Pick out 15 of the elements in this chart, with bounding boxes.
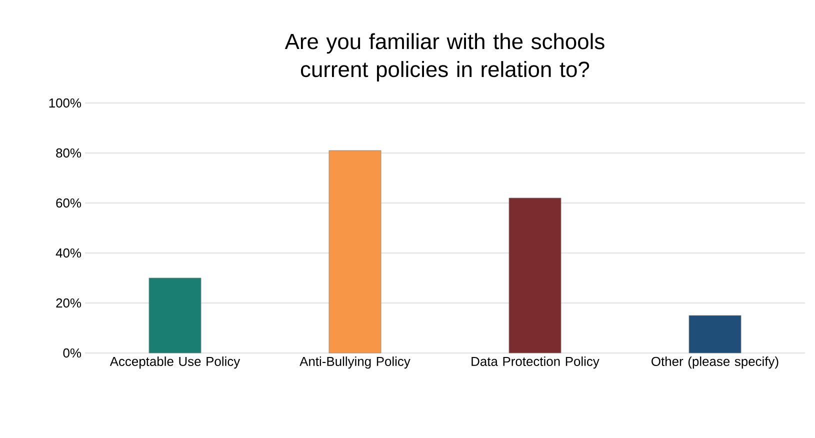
- x-tick-label: Anti-Bullying Policy: [300, 356, 410, 369]
- chart-title: Are you familiar with the schools current policies in relation to?: [284, 33, 604, 82]
- bar: [688, 315, 742, 354]
- x-tick-label: Other (please specify): [652, 356, 778, 369]
- y-tick-label: 0%: [63, 348, 82, 358]
- x-tick-label: Acceptable Use Policy: [110, 356, 240, 369]
- bar: [148, 278, 202, 354]
- y-tick-label: 100%: [49, 98, 82, 108]
- y-tick-label: 80%: [56, 148, 82, 158]
- bar: [508, 198, 562, 354]
- bar: [328, 150, 382, 354]
- y-tick-label: 40%: [56, 248, 82, 258]
- y-tick-label: 60%: [56, 198, 82, 208]
- y-tick-label: 20%: [56, 298, 82, 308]
- x-tick-label: Data Protection Policy: [472, 356, 600, 369]
